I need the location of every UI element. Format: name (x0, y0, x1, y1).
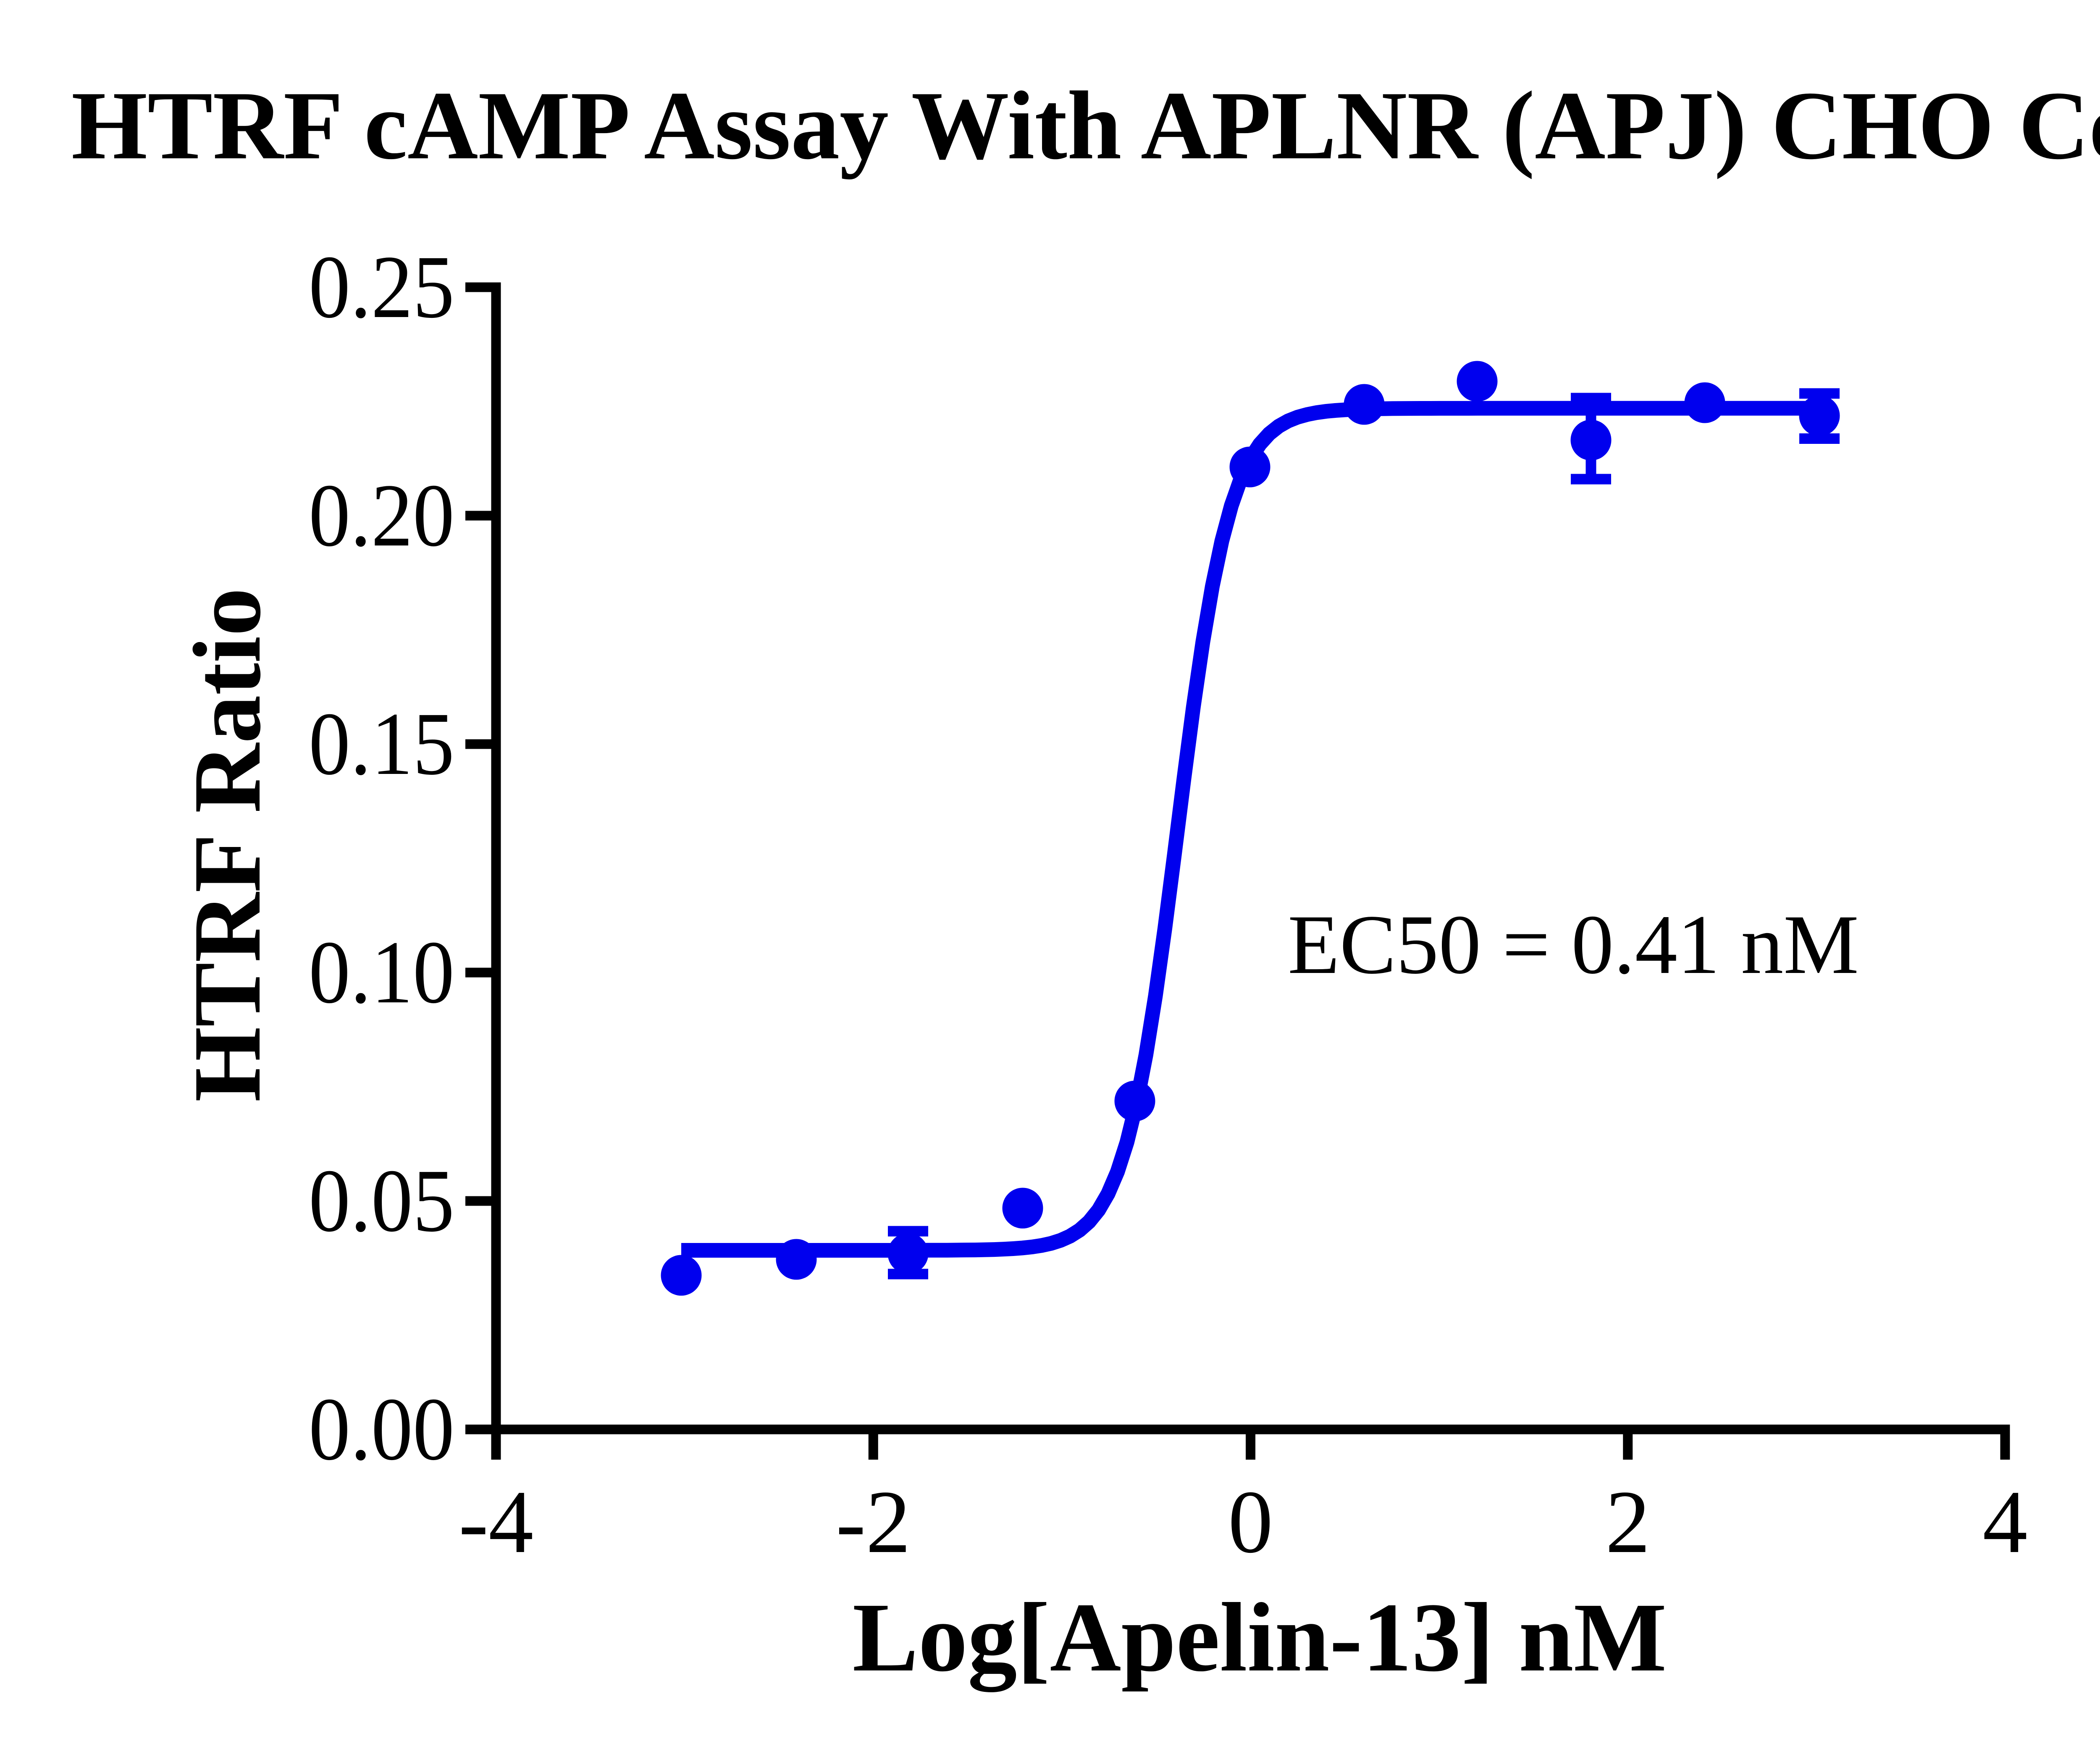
svg-text:0.25: 0.25 (309, 237, 454, 337)
svg-text:0.15: 0.15 (309, 694, 454, 794)
svg-text:0.00: 0.00 (309, 1379, 454, 1479)
svg-text:0.10: 0.10 (309, 923, 454, 1022)
svg-text:-2: -2 (836, 1472, 911, 1572)
svg-text:HTRF cAMP Assay With APLNR (AP: HTRF cAMP Assay With APLNR (APJ) CHO Cel… (71, 71, 2100, 180)
svg-text:0: 0 (1228, 1472, 1273, 1572)
svg-text:Log[Apelin-13] nM: Log[Apelin-13] nM (853, 1583, 1667, 1692)
svg-text:-4: -4 (459, 1472, 533, 1572)
svg-text:0.20: 0.20 (309, 466, 454, 565)
svg-text:HTRF Ratio: HTRF Ratio (173, 588, 281, 1102)
svg-text:0.05: 0.05 (309, 1151, 454, 1251)
svg-text:2: 2 (1605, 1472, 1650, 1572)
svg-text:EC50 = 0.41 nM: EC50 = 0.41 nM (1288, 897, 1859, 991)
svg-text:4: 4 (1983, 1472, 2028, 1572)
